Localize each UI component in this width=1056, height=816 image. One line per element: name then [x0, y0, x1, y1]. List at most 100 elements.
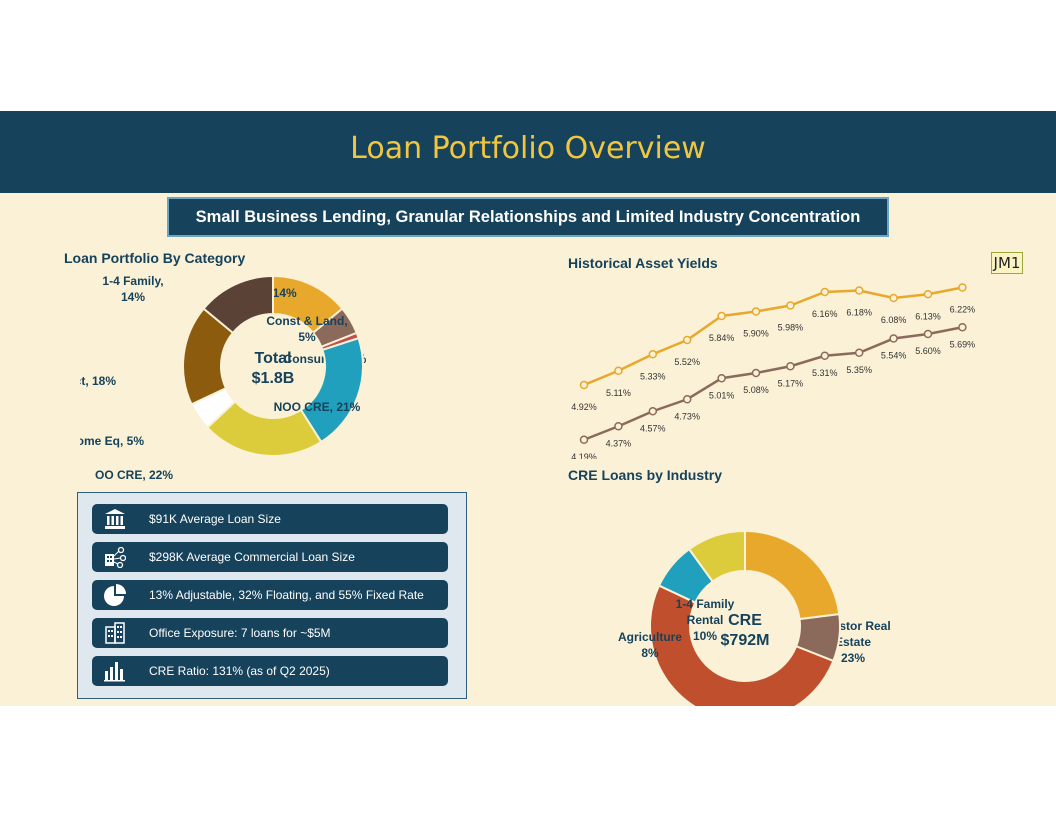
yield-point: [958, 323, 967, 332]
yield-data-label: 5.52%: [674, 357, 700, 367]
yield-point: [958, 283, 967, 292]
cre-donut-slice: [744, 529, 841, 621]
yield-data-label: 6.22%: [950, 305, 976, 315]
yield-point: [854, 286, 864, 295]
slide: Loan Portfolio Overview Small Business L…: [0, 111, 1056, 706]
category-chart-title: Loan Portfolio By Category: [64, 250, 246, 266]
kpi-text: 13% Adjustable, 32% Floating, and 55% Fi…: [149, 588, 424, 602]
category-donut-slice: [202, 274, 274, 335]
yield-point: [786, 301, 795, 310]
cre-donut-slice: [687, 529, 746, 583]
yield-point: [820, 287, 830, 297]
cre-donut-slice-label: 23%: [841, 651, 865, 665]
yield-data-label: 5.17%: [778, 378, 804, 388]
cre-donut-center-label: $792M: [721, 632, 770, 649]
kpi-text: Office Exposure: 7 loans for ~$5M: [149, 626, 331, 640]
pie-chart-icon: [104, 584, 126, 606]
cre-donut-slice-label: 10%: [693, 629, 717, 643]
cre-donut-slice: [649, 584, 835, 706]
kpi-average-commercial-loan-size: $298K Average Commercial Loan Size: [92, 542, 448, 572]
cre-chart-title: CRE Loans by Industry: [568, 467, 723, 483]
category-donut-center-label: $1.8B: [252, 370, 295, 387]
kpi-text: $91K Average Loan Size: [149, 512, 281, 526]
yield-point: [751, 307, 761, 316]
yield-data-label: 5.98%: [778, 323, 804, 333]
yield-point: [923, 329, 933, 339]
category-donut-slice-label: OO CRE, 22%: [95, 468, 173, 482]
yield-point: [889, 293, 898, 303]
yield-data-label: 5.08%: [743, 385, 769, 395]
category-donut-slice-label: Const & Land,: [266, 314, 347, 328]
yield-point: [614, 422, 623, 431]
yield-data-label: 5.11%: [606, 388, 631, 398]
yield-data-label: 4.57%: [640, 423, 666, 433]
yield-series-line: [583, 326, 963, 441]
yield-point: [579, 380, 589, 390]
yields-chart-title: Historical Asset Yields: [568, 255, 718, 271]
yields-line-chart: 4.92% 5.11% 5.33% 5.52% 5.84% 5.90% 5.98% 6.16%…: [571, 283, 976, 459]
yield-point: [854, 348, 864, 357]
page-title: Loan Portfolio Overview: [350, 131, 706, 166]
yield-point: [786, 362, 795, 371]
bank-icon: [105, 509, 125, 529]
category-donut-slice-label: Home Eq, 5%: [80, 434, 144, 448]
yield-point: [682, 335, 692, 345]
yield-point: [648, 350, 658, 359]
yield-data-label: 5.60%: [915, 346, 941, 356]
yield-data-label: 5.69%: [950, 339, 976, 349]
yield-data-label: 4.19%: [571, 452, 597, 459]
yield-data-label: 5.84%: [709, 333, 735, 343]
yield-point: [682, 395, 692, 404]
yield-data-label: 6.16%: [812, 309, 838, 319]
office-building-icon: [105, 622, 125, 644]
cre-donut-slice-label: 8%: [641, 646, 659, 660]
yield-data-label: 5.54%: [881, 351, 907, 361]
category-donut-slice-label: 5%: [298, 330, 316, 344]
kpi-rate-mix: 13% Adjustable, 32% Floating, and 55% Fi…: [92, 580, 448, 610]
yield-point: [889, 334, 898, 343]
yield-series-line: [583, 286, 963, 387]
yield-point: [751, 368, 761, 378]
yield-data-label: 5.33%: [640, 371, 666, 381]
yield-point: [648, 407, 658, 416]
cre-donut-slice-label: Estate: [835, 635, 871, 649]
yield-data-label: 5.35%: [846, 365, 872, 375]
kpi-panel: $91K Average Loan Size $298K Average Com…: [77, 492, 467, 699]
category-donut-chart: C&I, 14%Const & Land,5%Consumer, 1%NOO C…: [80, 274, 367, 482]
category-donut-slice-label: 14%: [121, 290, 145, 304]
category-donut-slice-label: 1-4 Family,: [102, 274, 163, 288]
kpi-cre-ratio: CRE Ratio: 131% (as of Q2 2025): [92, 656, 448, 686]
kpi-text: CRE Ratio: 131% (as of Q2 2025): [149, 664, 330, 678]
cre-donut-slice-label: Rental: [687, 613, 724, 627]
yield-point: [579, 435, 589, 444]
yield-point: [923, 290, 933, 299]
subtitle-banner: Small Business Lending, Granular Relatio…: [167, 197, 889, 237]
yield-data-label: 4.37%: [606, 438, 632, 448]
yield-data-label: 5.01%: [709, 390, 735, 400]
kpi-office-exposure: Office Exposure: 7 loans for ~$5M: [92, 618, 448, 648]
cre-donut-center-label: CRE: [728, 612, 762, 629]
comment-badge[interactable]: JM1: [991, 252, 1023, 274]
yield-data-label: 6.18%: [846, 308, 872, 318]
yield-data-label: 6.13%: [915, 311, 941, 321]
category-donut-slice-label: NOO CRE, 21%: [274, 400, 361, 414]
title-banner: Loan Portfolio Overview: [0, 111, 1056, 193]
yield-data-label: 5.90%: [743, 329, 769, 339]
yield-data-label: 4.73%: [674, 411, 700, 421]
yield-data-label: 6.08%: [881, 315, 907, 325]
category-donut-center-label: Total: [254, 350, 291, 367]
yield-point: [717, 311, 726, 321]
yield-point: [614, 366, 623, 375]
yield-point: [820, 351, 830, 360]
yield-data-label: 5.31%: [812, 368, 838, 378]
kpi-text: $298K Average Commercial Loan Size: [149, 550, 355, 564]
kpi-average-loan-size: $91K Average Loan Size: [92, 504, 448, 534]
network-icon: [105, 546, 126, 568]
category-donut-slice-label: Indirect, 18%: [80, 374, 116, 388]
bar-chart-icon: [104, 662, 125, 682]
cre-donut-slice-label: 1-4 Family: [676, 597, 735, 611]
yield-data-label: 4.92%: [571, 402, 597, 412]
yield-point: [717, 374, 726, 383]
cre-donut-slice-label: Agriculture: [618, 630, 682, 644]
